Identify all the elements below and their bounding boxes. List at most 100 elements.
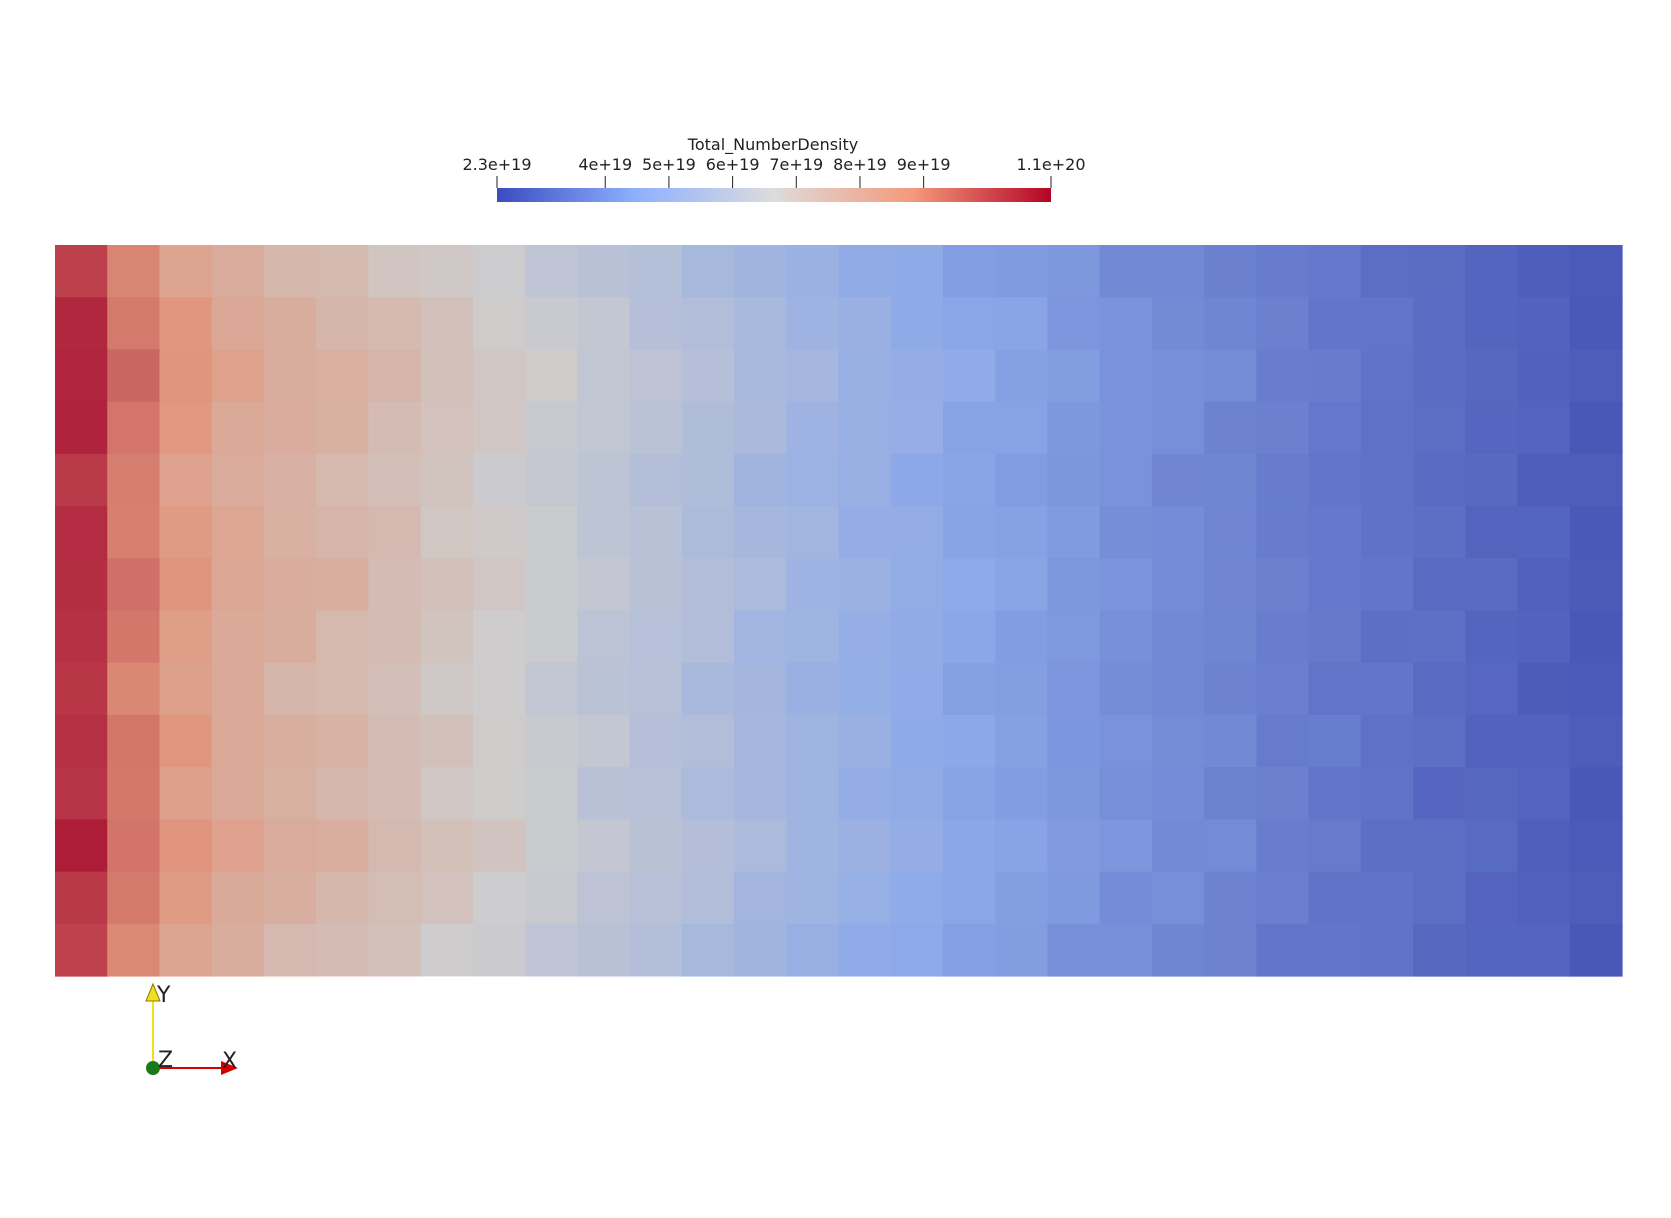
heatmap-cell — [368, 453, 422, 507]
heatmap-cell — [1517, 714, 1571, 768]
heatmap-cell — [1151, 506, 1205, 559]
colorbar-gradient — [497, 188, 1051, 202]
heatmap-cell — [1308, 610, 1362, 664]
heatmap-cell — [1047, 297, 1101, 351]
heatmap-cell — [316, 662, 369, 716]
heatmap-cell — [1413, 819, 1466, 873]
heatmap-cell — [1047, 871, 1101, 925]
heatmap-cell — [525, 610, 578, 664]
heatmap-cell — [1569, 714, 1623, 768]
heatmap-cell — [1308, 297, 1362, 351]
heatmap-cell — [211, 662, 265, 716]
heatmap-cell — [786, 767, 840, 820]
heatmap-cell — [472, 453, 526, 507]
heatmap-cell — [629, 714, 683, 768]
heatmap-cell — [786, 819, 840, 873]
heatmap-cell — [472, 245, 526, 298]
heatmap-cell — [55, 819, 108, 873]
heatmap-cell — [577, 819, 631, 873]
heatmap-cell — [942, 819, 996, 873]
heatmap-cell — [263, 453, 317, 507]
heatmap-cell — [107, 767, 161, 820]
heatmap-cell — [107, 453, 161, 507]
heatmap-cell — [995, 401, 1049, 455]
heatmap-cell — [263, 558, 317, 612]
heatmap-cell — [890, 506, 944, 559]
heatmap-cell — [1099, 297, 1153, 351]
heatmap-cell — [1256, 610, 1310, 664]
heatmap-cell — [681, 349, 735, 403]
heatmap-cell — [890, 662, 944, 716]
heatmap-cell — [263, 245, 317, 298]
heatmap-cell — [681, 558, 735, 612]
heatmap-cell — [838, 871, 892, 925]
heatmap-cell — [55, 923, 108, 977]
heatmap-cell — [1047, 558, 1101, 612]
heatmap-cell — [368, 767, 422, 820]
heatmap-cell — [420, 506, 474, 559]
heatmap-cell — [420, 245, 474, 298]
heatmap-cell — [159, 401, 213, 455]
heatmap-cell — [472, 767, 526, 820]
colorbar-tick-label: 6e+19 — [706, 155, 760, 174]
heatmap-cell — [368, 297, 422, 351]
heatmap-cell — [838, 610, 892, 664]
heatmap-cell — [1569, 767, 1623, 820]
heatmap-cell — [107, 506, 161, 559]
heatmap-cell — [1465, 349, 1519, 403]
heatmap-cell — [211, 349, 265, 403]
heatmap-cell — [472, 401, 526, 455]
heatmap-cell — [629, 923, 683, 977]
heatmap-cell — [159, 610, 213, 664]
heatmap-cell — [1517, 349, 1571, 403]
heatmap-cell — [890, 767, 944, 820]
heatmap-cell — [1151, 767, 1205, 820]
heatmap-cell — [472, 558, 526, 612]
heatmap-cell — [1517, 401, 1571, 455]
heatmap-cell — [1569, 819, 1623, 873]
heatmap-cell — [1256, 401, 1310, 455]
heatmap-cell — [1047, 714, 1101, 768]
heatmap-cell — [1256, 245, 1310, 298]
heatmap-cell — [1413, 349, 1466, 403]
z-axis-label: Z — [158, 1048, 173, 1073]
y-axis-label: Y — [156, 983, 171, 1008]
heatmap-cell — [1047, 923, 1101, 977]
heatmap-cell — [942, 349, 996, 403]
heatmap-cell — [1047, 662, 1101, 716]
heatmap-cell — [1308, 714, 1362, 768]
heatmap-cell — [577, 453, 631, 507]
heatmap-cell — [1465, 871, 1519, 925]
density-heatmap — [55, 245, 1623, 977]
colorbar-title: Total_NumberDensity — [687, 135, 858, 155]
heatmap-cell — [1099, 767, 1153, 820]
heatmap-cell — [316, 297, 369, 351]
heatmap-cell — [211, 401, 265, 455]
heatmap-cell — [55, 349, 108, 403]
heatmap-cell — [368, 714, 422, 768]
heatmap-cell — [681, 714, 735, 768]
heatmap-cell — [316, 819, 369, 873]
heatmap-cell — [734, 506, 787, 559]
heatmap-cell — [159, 506, 213, 559]
heatmap-cell — [263, 662, 317, 716]
heatmap-cell — [786, 714, 840, 768]
heatmap-cell — [1465, 558, 1519, 612]
heatmap-cell — [995, 610, 1049, 664]
heatmap-cell — [1256, 819, 1310, 873]
heatmap-cell — [525, 558, 578, 612]
heatmap-cell — [159, 297, 213, 351]
heatmap-cell — [472, 297, 526, 351]
heatmap-cell — [1204, 923, 1257, 977]
heatmap-cell — [263, 767, 317, 820]
heatmap-cell — [1047, 245, 1101, 298]
heatmap-cell — [1569, 453, 1623, 507]
heatmap-cell — [263, 401, 317, 455]
heatmap-cell — [1413, 714, 1466, 768]
heatmap-cell — [681, 453, 735, 507]
heatmap-cell — [995, 767, 1049, 820]
heatmap-cell — [890, 714, 944, 768]
heatmap-cell — [107, 819, 161, 873]
heatmap-cell — [1047, 401, 1101, 455]
